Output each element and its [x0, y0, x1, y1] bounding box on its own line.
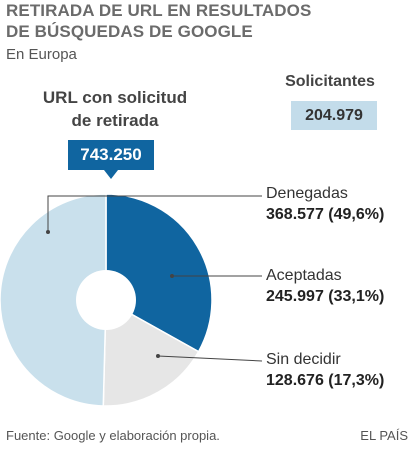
- title-line-1: RETIRADA DE URL EN RESULTADOS: [6, 1, 312, 20]
- slice-undecided: [102, 298, 200, 407]
- legend-undecided: Sin decidir 128.676 (17,3%): [266, 349, 384, 391]
- source-note: Fuente: Google y elaboración propia.: [6, 428, 220, 443]
- leader-denied: [47, 195, 262, 232]
- url-total-pointer: [104, 170, 118, 179]
- requesters-label: Solicitantes: [285, 73, 375, 90]
- legend-accepted: Aceptadas 245.997 (33,1%): [266, 265, 384, 307]
- legend-denied-percent: (49,6%): [328, 206, 385, 223]
- slice-denied: [0, 193, 107, 407]
- publisher-logo: EL PAÍS: [360, 428, 408, 443]
- donut-hole: [76, 270, 136, 330]
- legend-denied: Denegadas 368.577 (49,6%): [266, 183, 384, 225]
- requesters-value: 204.979: [291, 101, 377, 130]
- legend-undecided-value: 128.676: [266, 372, 324, 389]
- chart-subtitle: En Europa: [6, 46, 77, 63]
- url-total-label-line-2: de retirada: [71, 111, 159, 130]
- legend-denied-value: 368.577: [266, 206, 324, 223]
- url-total-label: URL con solicitud de retirada: [20, 86, 210, 132]
- legend-denied-label: Denegadas: [266, 185, 348, 202]
- legend-accepted-percent: (33,1%): [328, 288, 385, 305]
- url-total-label-line-1: URL con solicitud: [42, 88, 188, 107]
- title-line-2: DE BÚSQUEDAS DE GOOGLE: [6, 22, 253, 41]
- legend-undecided-percent: (17,3%): [328, 372, 385, 389]
- url-total-value: 743.250: [68, 140, 154, 170]
- legend-accepted-label: Aceptadas: [266, 267, 342, 284]
- legend-undecided-label: Sin decidir: [266, 351, 341, 368]
- chart-title: RETIRADA DE URL EN RESULTADOS DE BÚSQUED…: [6, 0, 311, 42]
- legend-accepted-value: 245.997: [266, 288, 324, 305]
- leader-undecided: [157, 355, 263, 362]
